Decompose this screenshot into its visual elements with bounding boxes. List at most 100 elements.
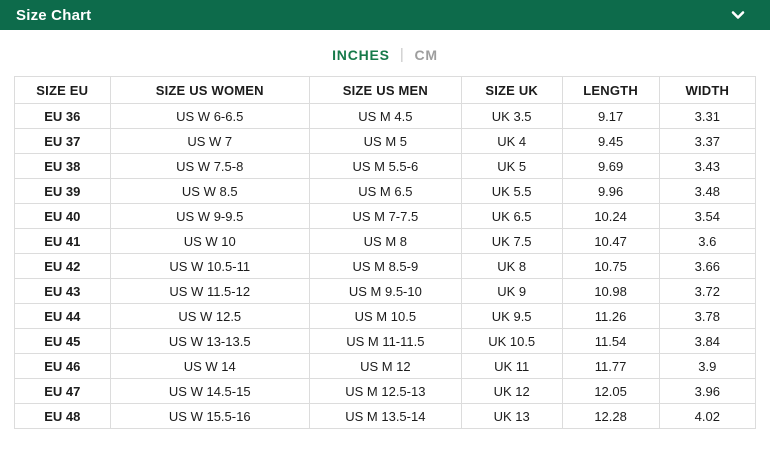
table-cell: US M 4.5 — [308, 103, 462, 129]
table-cell: US W 14 — [109, 353, 310, 379]
table-cell: US W 10 — [109, 228, 310, 254]
table-cell: US W 12.5 — [109, 303, 310, 329]
table-cell: EU 39 — [14, 178, 111, 204]
table-row: EU 38 US W 7.5-8 US M 5.5-6 UK 5 9.69 3.43 — [14, 153, 757, 179]
table-row: EU 39 US W 8.5 US M 6.5 UK 5.5 9.96 3.48 — [14, 178, 757, 204]
table-cell: EU 37 — [14, 128, 111, 154]
table-cell: 3.48 — [658, 178, 757, 204]
table-cell: UK 11 — [460, 353, 563, 379]
table-cell: 10.75 — [561, 253, 660, 279]
table-cell: UK 9 — [460, 278, 563, 304]
size-table: SIZE EU SIZE US WOMEN SIZE US MEN SIZE UK LE… — [14, 76, 757, 429]
column-header: SIZE US WOMEN — [109, 76, 310, 104]
table-row: EU 45 US W 13-13.5 US M 11-11.5 UK 10.5 11.5… — [14, 328, 757, 354]
size-chart-accordion-header[interactable]: Size Chart — [0, 0, 770, 30]
table-cell: US M 5 — [308, 128, 462, 154]
table-cell: 3.43 — [658, 153, 757, 179]
table-cell: 4.02 — [658, 403, 757, 429]
table-row: EU 42 US W 10.5-11 US M 8.5-9 UK 8 10.75 3.66 — [14, 253, 757, 279]
table-row: EU 43 US W 11.5-12 US M 9.5-10 UK 9 10.98 3.7… — [14, 278, 757, 304]
table-cell: US M 6.5 — [308, 178, 462, 204]
table-cell: 11.54 — [561, 328, 660, 354]
table-cell: 11.26 — [561, 303, 660, 329]
table-cell: 10.24 — [561, 203, 660, 229]
table-cell: US W 8.5 — [109, 178, 310, 204]
table-cell: US W 11.5-12 — [109, 278, 310, 304]
table-cell: US M 12.5-13 — [308, 378, 462, 404]
table-cell: 3.66 — [658, 253, 757, 279]
table-cell: US W 9-9.5 — [109, 203, 310, 229]
table-cell: EU 46 — [14, 353, 111, 379]
table-cell: 10.47 — [561, 228, 660, 254]
table-cell: US W 14.5-15 — [109, 378, 310, 404]
table-cell: EU 40 — [14, 203, 111, 229]
table-cell: 9.17 — [561, 103, 660, 129]
table-row: EU 47 US W 14.5-15 US M 12.5-13 UK 12 12.05 3… — [14, 378, 757, 404]
table-cell: US M 10.5 — [308, 303, 462, 329]
table-cell: UK 3.5 — [460, 103, 563, 129]
column-header: SIZE UK — [460, 76, 563, 104]
table-cell: 3.54 — [658, 203, 757, 229]
table-cell: UK 5.5 — [460, 178, 563, 204]
table-cell: US W 7.5-8 — [109, 153, 310, 179]
column-header: SIZE US MEN — [308, 76, 462, 104]
table-cell: 3.37 — [658, 128, 757, 154]
table-cell: 12.05 — [561, 378, 660, 404]
table-cell: 9.96 — [561, 178, 660, 204]
table-cell: UK 7.5 — [460, 228, 563, 254]
table-cell: EU 36 — [14, 103, 111, 129]
table-cell: EU 41 — [14, 228, 111, 254]
page-title: Size Chart — [16, 6, 92, 24]
table-row: EU 37 US W 7 US M 5 UK 4 9.45 3.37 — [14, 128, 757, 154]
table-cell: EU 45 — [14, 328, 111, 354]
table-row: EU 48 US W 15.5-16 US M 13.5-14 UK 13 12.28 4… — [14, 403, 757, 429]
table-cell: 3.96 — [658, 378, 757, 404]
column-header: SIZE EU — [14, 76, 111, 104]
table-cell: 3.6 — [658, 228, 757, 254]
table-cell: 3.78 — [658, 303, 757, 329]
table-cell: 9.69 — [561, 153, 660, 179]
table-cell: US W 7 — [109, 128, 310, 154]
size-table-container: SIZE EU SIZE US WOMEN SIZE US MEN SIZE UK LE… — [0, 76, 770, 429]
table-cell: UK 5 — [460, 153, 563, 179]
table-cell: 12.28 — [561, 403, 660, 429]
table-cell: US W 13-13.5 — [109, 328, 310, 354]
table-cell: UK 13 — [460, 403, 563, 429]
table-cell: EU 38 — [14, 153, 111, 179]
table-cell: US M 7-7.5 — [308, 203, 462, 229]
table-row: EU 41 US W 10 US M 8 UK 7.5 10.47 3.6 — [14, 228, 757, 254]
table-cell: US W 6-6.5 — [109, 103, 310, 129]
table-row: EU 40 US W 9-9.5 US M 7-7.5 UK 6.5 10.24 3.54 — [14, 203, 757, 229]
chevron-down-icon[interactable] — [730, 7, 746, 23]
table-cell: US M 11-11.5 — [308, 328, 462, 354]
table-cell: US W 15.5-16 — [109, 403, 310, 429]
table-header-row: SIZE EU SIZE US WOMEN SIZE US MEN SIZE UK LE… — [14, 76, 757, 104]
table-cell: EU 48 — [14, 403, 111, 429]
table-cell: EU 43 — [14, 278, 111, 304]
table-cell: 10.98 — [561, 278, 660, 304]
table-cell: 11.77 — [561, 353, 660, 379]
table-cell: UK 8 — [460, 253, 563, 279]
table-cell: US M 5.5-6 — [308, 153, 462, 179]
table-cell: 9.45 — [561, 128, 660, 154]
table-cell: US M 9.5-10 — [308, 278, 462, 304]
table-cell: 3.31 — [658, 103, 757, 129]
table-row: EU 46 US W 14 US M 12 UK 11 11.77 3.9 — [14, 353, 757, 379]
table-row: EU 36 US W 6-6.5 US M 4.5 UK 3.5 9.17 3.31 — [14, 103, 757, 129]
table-cell: 3.72 — [658, 278, 757, 304]
unit-option-inches[interactable]: INCHES — [332, 46, 390, 63]
table-row: EU 44 US W 12.5 US M 10.5 UK 9.5 11.26 3.78 — [14, 303, 757, 329]
table-cell: EU 47 — [14, 378, 111, 404]
unit-option-cm[interactable]: CM — [414, 46, 438, 63]
unit-separator: | — [399, 46, 405, 63]
table-cell: US W 10.5-11 — [109, 253, 310, 279]
table-cell: UK 6.5 — [460, 203, 563, 229]
column-header: LENGTH — [561, 76, 660, 104]
table-cell: EU 42 — [14, 253, 111, 279]
table-cell: US M 8 — [308, 228, 462, 254]
table-cell: UK 10.5 — [460, 328, 563, 354]
table-cell: US M 8.5-9 — [308, 253, 462, 279]
table-cell: UK 12 — [460, 378, 563, 404]
table-cell: UK 9.5 — [460, 303, 563, 329]
table-cell: 3.84 — [658, 328, 757, 354]
